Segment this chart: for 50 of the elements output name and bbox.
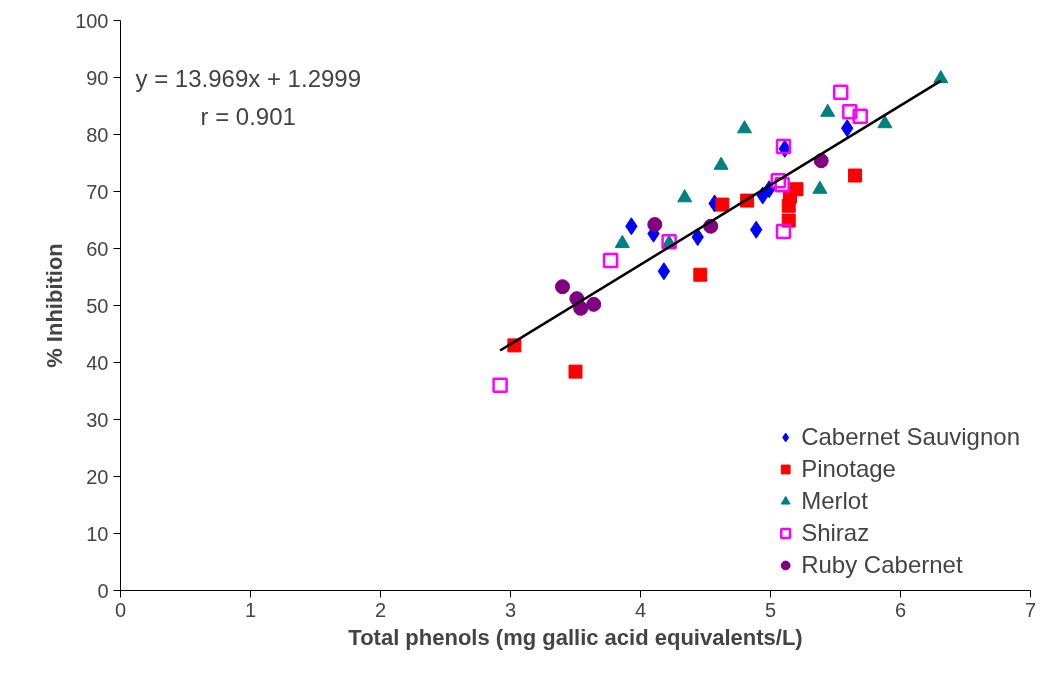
annotation: y = 13.969x + 1.2999 bbox=[135, 65, 362, 92]
point bbox=[677, 189, 693, 203]
point bbox=[832, 84, 849, 101]
point bbox=[770, 172, 787, 189]
point bbox=[713, 156, 729, 170]
point bbox=[820, 103, 836, 117]
y-tick-label: 0 bbox=[97, 579, 109, 602]
x-tick-label: 7 bbox=[1024, 598, 1037, 621]
legend-label: Cabernet Sauvignon bbox=[801, 422, 1020, 452]
point bbox=[848, 168, 862, 183]
x-tick-label: 6 bbox=[894, 598, 907, 621]
x-tick-label: 2 bbox=[374, 598, 387, 621]
y-tick-label: 60 bbox=[86, 237, 109, 260]
point bbox=[492, 377, 508, 394]
y-tick-label: 10 bbox=[86, 522, 109, 545]
legend-label: Shiraz bbox=[801, 518, 870, 548]
x-tick-label: 4 bbox=[634, 598, 647, 621]
y-tick-label: 70 bbox=[86, 180, 109, 203]
x-axis-title: Total phenols (mg gallic acid equivalents/L) bbox=[348, 624, 803, 650]
point bbox=[647, 217, 663, 233]
x-tick-label: 3 bbox=[504, 598, 517, 621]
point bbox=[877, 115, 893, 129]
y-tick-label: 50 bbox=[86, 294, 109, 317]
point bbox=[602, 252, 619, 269]
y-tick-label: 40 bbox=[86, 351, 109, 374]
legend-label: Pinotage bbox=[801, 454, 896, 484]
y-tick-label: 30 bbox=[86, 408, 109, 431]
x-tick-label: 0 bbox=[114, 598, 127, 621]
point bbox=[781, 198, 796, 213]
x-tick-label: 5 bbox=[764, 598, 777, 621]
legend-label: Merlot bbox=[801, 486, 868, 516]
legend-label: Ruby Cabernet bbox=[801, 550, 963, 580]
y-axis-title: % Inhibition bbox=[42, 243, 68, 368]
point bbox=[852, 108, 868, 125]
annotation: r = 0.901 bbox=[200, 103, 296, 130]
point bbox=[693, 267, 708, 282]
y-tick-label: 100 bbox=[75, 9, 109, 32]
point bbox=[737, 120, 752, 134]
y-tick-label: 90 bbox=[86, 66, 109, 89]
point bbox=[842, 103, 858, 120]
point bbox=[775, 223, 792, 240]
y-tick-label: 20 bbox=[86, 465, 109, 488]
x-tick-label: 1 bbox=[244, 598, 257, 621]
point bbox=[568, 364, 583, 379]
y-tick-label: 80 bbox=[86, 123, 109, 146]
point bbox=[586, 296, 602, 312]
point bbox=[715, 197, 730, 212]
point bbox=[812, 180, 828, 194]
point bbox=[555, 279, 570, 295]
point bbox=[657, 262, 671, 281]
